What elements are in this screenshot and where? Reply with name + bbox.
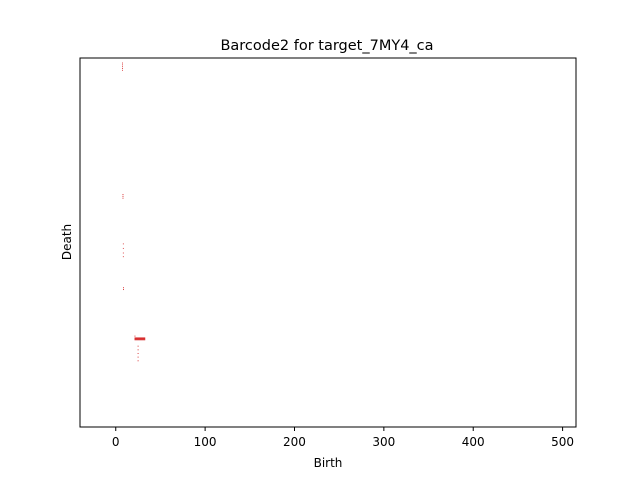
- barcode-bar-22: [137, 360, 139, 362]
- x-tick-label-200: 200: [283, 435, 306, 449]
- barcode-bar-4: [122, 62, 123, 64]
- barcode-bar-14: [134, 335, 136, 337]
- barcode-bar-11: [122, 256, 124, 258]
- x-tick-label-0: 0: [112, 435, 120, 449]
- barcode-bar-20: [137, 352, 139, 354]
- x-tick-label-100: 100: [194, 435, 217, 449]
- barcode-bar-21: [137, 356, 139, 358]
- barcode-bar-10: [122, 252, 124, 254]
- y-axis-label: Death: [60, 224, 74, 260]
- barcode-bar-12: [123, 289, 124, 291]
- barcode-bar-18: [137, 345, 139, 347]
- x-tick-label-500: 500: [551, 435, 574, 449]
- barcode-bar-8: [122, 243, 124, 245]
- x-tick-label-400: 400: [462, 435, 485, 449]
- barcode-bar-3: [122, 64, 123, 66]
- barcode-bar-17: [134, 339, 146, 341]
- barcode-bar-1: [122, 68, 123, 69]
- barcode-bar-0: [122, 69, 123, 71]
- barcode-bar-13: [123, 287, 124, 289]
- chart-title: Barcode2 for target_7MY4_ca: [220, 38, 433, 54]
- plot-frame: [79, 57, 577, 428]
- barcode-bar-5: [122, 197, 124, 199]
- barcode-bar-7: [122, 194, 124, 196]
- barcode-bar-19: [137, 349, 139, 351]
- barcode-bar-2: [122, 66, 123, 68]
- barcode-bar-6: [122, 195, 124, 197]
- x-axis-label: Birth: [314, 456, 343, 470]
- barcode-bar-16: [134, 338, 146, 340]
- barcode-bar-15: [134, 337, 146, 339]
- barcode-bar-9: [122, 247, 124, 249]
- x-axis-ticks: 0 100 200 300 400 500: [112, 427, 574, 449]
- x-tick-label-300: 300: [372, 435, 395, 449]
- bars-layer: [122, 62, 146, 362]
